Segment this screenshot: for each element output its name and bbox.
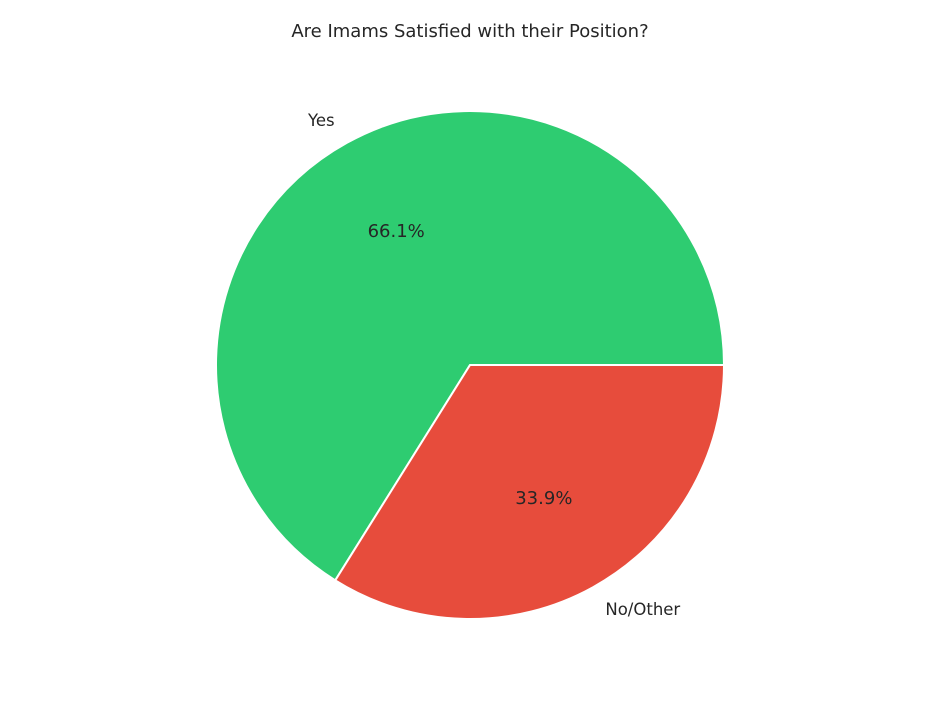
chart-title: Are Imams Satisfied with their Position? [291, 21, 648, 42]
pie-labels: Yes 66.1% No/Other 33.9% [307, 111, 680, 619]
percent-label-no-other: 33.9% [515, 488, 572, 509]
category-label-no-other: No/Other [605, 600, 680, 619]
pie-slices [215, 110, 725, 620]
percent-label-yes: 66.1% [368, 221, 425, 242]
pie-slice-no-other [334, 364, 725, 620]
pie-slice-yes [215, 110, 725, 582]
category-label-yes: Yes [307, 111, 335, 130]
